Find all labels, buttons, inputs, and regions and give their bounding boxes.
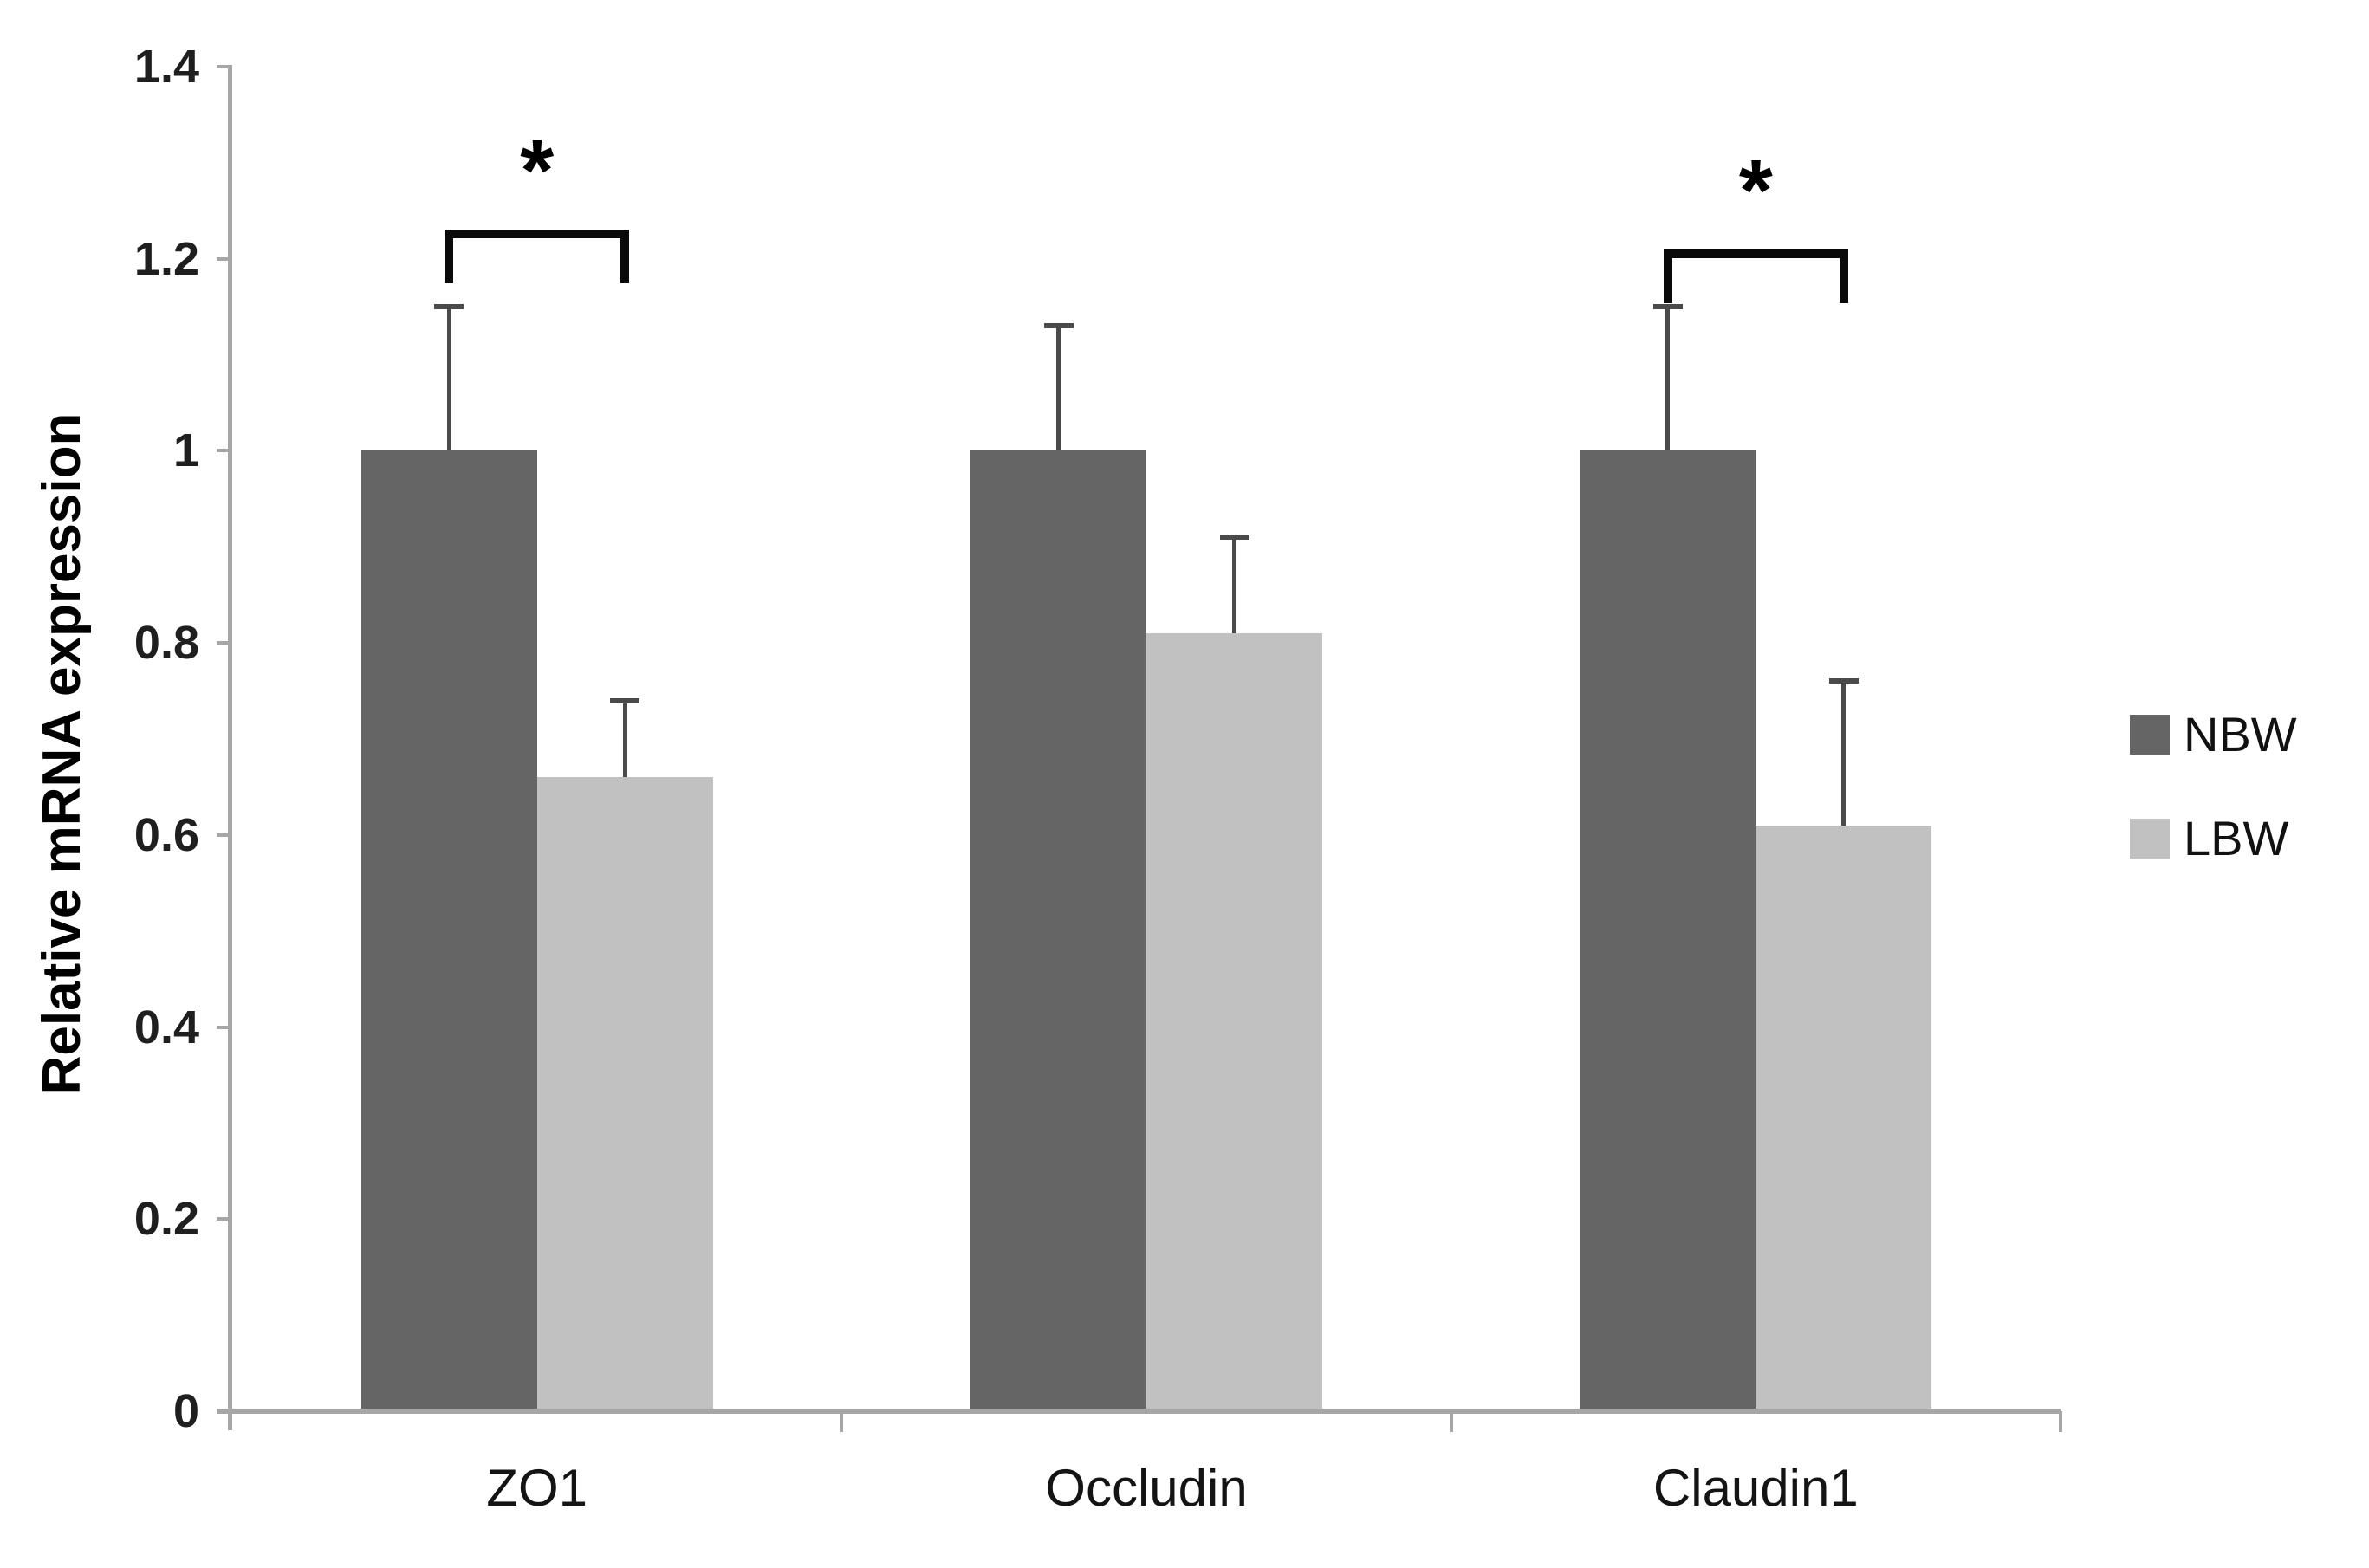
x-category-label: ZO1 (486, 1459, 587, 1517)
significance-asterisk: * (520, 122, 555, 220)
error-bar-lbw-zo1 (622, 700, 627, 778)
x-category-label: Claudin1 (1652, 1459, 1859, 1517)
error-cap-lbw-claudin1 (1828, 678, 1859, 684)
y-tick (217, 641, 232, 645)
y-tick-label: 0.2 (133, 1193, 199, 1246)
error-bar-nbw-occludin (1056, 326, 1061, 451)
error-cap-lbw-occludin (1219, 535, 1249, 541)
error-bar-nbw-zo1 (446, 307, 451, 451)
legend-item-lbw: LBW (2130, 814, 2297, 863)
error-cap-nbw-claudin1 (1652, 304, 1683, 310)
y-tick (217, 256, 232, 261)
significance-asterisk: * (1738, 141, 1773, 239)
legend-item-nbw: NBW (2130, 710, 2297, 759)
bar-lbw-claudin1 (1756, 825, 1932, 1411)
x-axis-line (217, 1409, 2061, 1414)
error-cap-lbw-zo1 (610, 697, 640, 703)
y-tick-label: 0.4 (133, 1001, 199, 1053)
y-tick-label: 0.6 (133, 808, 199, 861)
x-category-label: Occludin (1045, 1459, 1248, 1517)
error-bar-lbw-claudin1 (1841, 681, 1847, 826)
legend: NBW LBW (2130, 710, 2297, 863)
significance-bracket (1663, 249, 1848, 303)
error-bar-nbw-claudin1 (1665, 307, 1671, 451)
error-cap-nbw-occludin (1043, 323, 1074, 329)
x-tick (2059, 1411, 2062, 1432)
bar-nbw-claudin1 (1580, 450, 1756, 1411)
bar-lbw-occludin (1146, 633, 1322, 1411)
legend-label-lbw: LBW (2184, 811, 2289, 865)
bar-nbw-occludin (970, 450, 1146, 1411)
significance-bracket (445, 230, 630, 284)
legend-swatch-lbw (2130, 819, 2170, 859)
y-tick-label: 1.4 (133, 41, 199, 93)
error-bar-lbw-occludin (1232, 537, 1236, 634)
y-tick (217, 833, 232, 837)
y-tick-label: 1.2 (133, 232, 199, 285)
error-cap-nbw-zo1 (434, 304, 464, 310)
y-tick (217, 449, 232, 453)
y-tick-label: 0.8 (133, 617, 199, 670)
y-tick (217, 1025, 232, 1029)
x-tick (840, 1411, 844, 1432)
y-tick (217, 65, 232, 68)
y-tick-label: 1 (172, 424, 199, 477)
bar-lbw-zo1 (536, 777, 713, 1411)
y-tick (217, 1217, 232, 1221)
bar-nbw-zo1 (360, 450, 537, 1411)
y-tick-label: 0 (172, 1385, 199, 1437)
y-axis-line (228, 67, 232, 1430)
legend-label-nbw: NBW (2184, 707, 2297, 761)
legend-swatch-nbw (2130, 715, 2170, 755)
x-tick (1449, 1411, 1453, 1432)
